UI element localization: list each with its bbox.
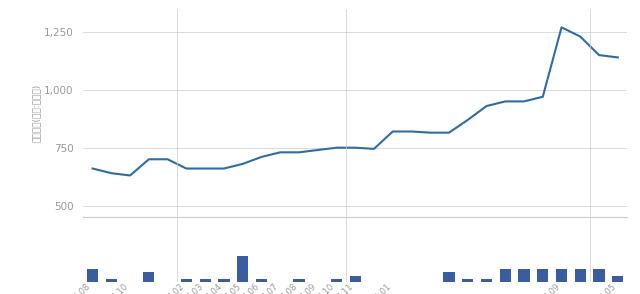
Bar — [593, 269, 605, 282]
Bar — [462, 279, 474, 282]
Bar — [237, 256, 248, 282]
Bar — [143, 273, 154, 282]
Bar — [481, 279, 492, 282]
Bar — [349, 276, 361, 282]
Bar — [537, 269, 548, 282]
Bar — [331, 279, 342, 282]
Bar — [87, 269, 98, 282]
Y-axis label: 실거래가(단위:백만원): 실거래가(단위:백만원) — [32, 84, 41, 142]
Bar — [106, 279, 117, 282]
Bar — [556, 269, 567, 282]
Bar — [180, 279, 192, 282]
Bar — [575, 269, 586, 282]
Bar — [200, 279, 211, 282]
Bar — [218, 279, 230, 282]
Bar — [444, 273, 454, 282]
Bar — [518, 269, 530, 282]
Bar — [500, 269, 511, 282]
Bar — [256, 279, 267, 282]
Bar — [293, 279, 305, 282]
Bar — [612, 276, 623, 282]
